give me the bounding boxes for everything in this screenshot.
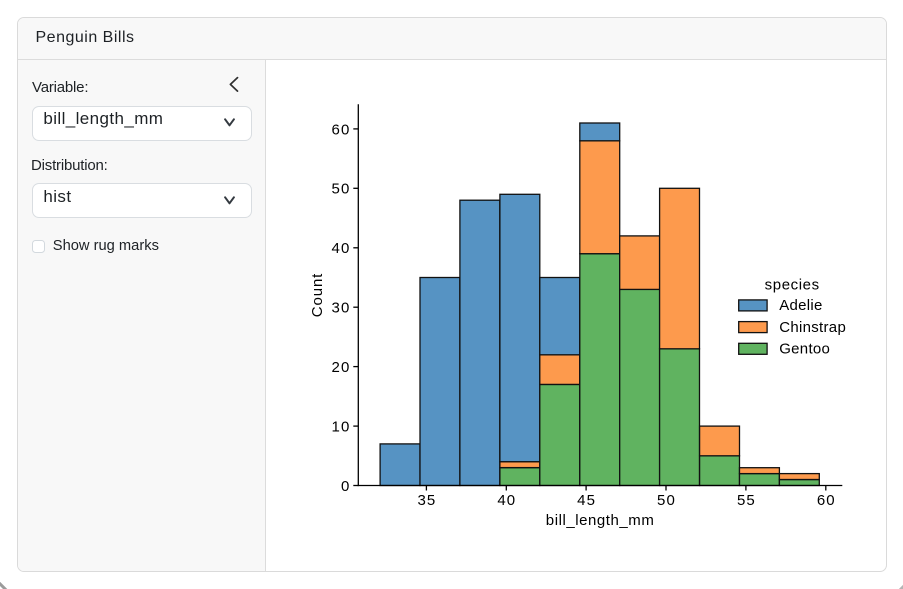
svg-text:55: 55 — [737, 492, 756, 509]
svg-text:20: 20 — [332, 359, 351, 376]
svg-text:0: 0 — [341, 478, 350, 495]
svg-text:45: 45 — [577, 492, 596, 509]
svg-text:35: 35 — [417, 492, 436, 509]
svg-text:Adelie: Adelie — [779, 297, 823, 314]
svg-text:30: 30 — [332, 300, 351, 317]
svg-text:40: 40 — [332, 240, 351, 257]
svg-text:40: 40 — [497, 492, 516, 509]
svg-text:bill_length_mm: bill_length_mm — [546, 512, 655, 529]
svg-text:Count: Count — [309, 273, 326, 318]
svg-text:50: 50 — [657, 492, 676, 509]
svg-text:Chinstrap: Chinstrap — [779, 319, 846, 336]
svg-text:Gentoo: Gentoo — [779, 341, 830, 358]
svg-text:50: 50 — [332, 181, 351, 198]
svg-text:60: 60 — [332, 121, 351, 138]
svg-text:species: species — [765, 276, 820, 293]
svg-text:60: 60 — [817, 492, 836, 509]
svg-text:10: 10 — [332, 419, 351, 436]
